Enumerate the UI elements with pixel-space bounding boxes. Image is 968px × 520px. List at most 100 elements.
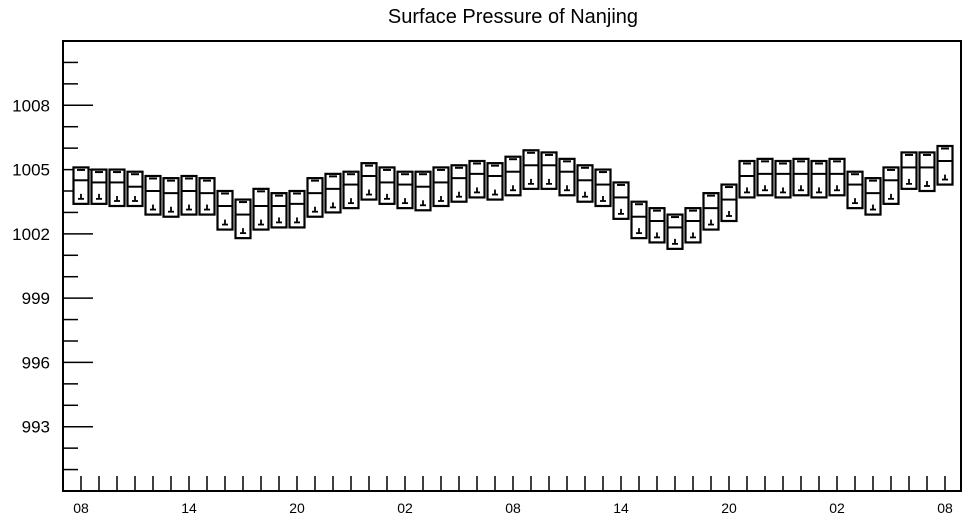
box-item <box>486 162 504 201</box>
y-tick-label: 1005 <box>12 161 50 180</box>
x-tick-label: 08 <box>937 500 953 516</box>
box-item <box>162 177 180 218</box>
box-body <box>738 159 756 199</box>
box-item <box>576 164 594 203</box>
box-item <box>360 162 378 201</box>
box-body <box>108 168 126 208</box>
box-item <box>324 172 342 214</box>
y-tick-label: 996 <box>22 353 50 372</box>
box-item <box>198 177 216 216</box>
box-body <box>378 166 396 205</box>
box-item <box>630 200 648 240</box>
box-body <box>414 170 432 212</box>
x-axis-labels: 08 14 20 02 08 14 20 02 08 <box>73 500 953 516</box>
box-item <box>756 157 774 197</box>
box-item <box>810 159 828 199</box>
box-body <box>522 149 540 190</box>
x-tick-label: 02 <box>829 500 845 516</box>
box-item <box>468 159 486 199</box>
y-tick-label: 993 <box>22 418 50 437</box>
x-tick-label: 02 <box>397 500 413 516</box>
box-item <box>432 166 450 208</box>
box-item <box>90 168 108 205</box>
box-item <box>684 207 702 244</box>
box-body <box>792 157 810 197</box>
box-item <box>396 170 414 210</box>
box-item <box>306 177 324 218</box>
x-tick-label: 20 <box>289 500 305 516</box>
box-body <box>288 189 306 229</box>
box-item <box>648 207 666 244</box>
box-item <box>900 151 918 190</box>
box-body <box>864 177 882 216</box>
x-tick-label: 08 <box>73 500 89 516</box>
x-tick-label: 20 <box>721 500 737 516</box>
box-item <box>846 170 864 210</box>
box-series <box>72 144 954 250</box>
box-item <box>936 144 954 186</box>
box-body <box>270 192 288 229</box>
box-body <box>558 157 576 197</box>
y-axis-ticks <box>63 61 93 471</box>
box-item <box>702 192 720 231</box>
box-body <box>126 170 144 208</box>
box-body <box>486 162 504 201</box>
box-item <box>414 170 432 212</box>
y-axis-labels: 993 996 999 1002 1005 1008 <box>12 96 50 436</box>
x-tick-label: 14 <box>613 500 629 516</box>
box-item <box>216 189 234 231</box>
box-body <box>90 168 108 205</box>
box-item <box>234 198 252 240</box>
box-body <box>846 170 864 210</box>
box-body <box>198 177 216 216</box>
box-body <box>450 164 468 203</box>
box-body <box>234 198 252 240</box>
box-body <box>702 192 720 231</box>
x-tick-label: 08 <box>505 500 521 516</box>
box-body <box>666 213 684 250</box>
box-item <box>720 183 738 223</box>
box-body <box>936 144 954 186</box>
box-item <box>738 159 756 199</box>
box-body <box>576 164 594 203</box>
chart-title: Surface Pressure of Nanjing <box>388 6 638 28</box>
box-item <box>828 157 846 197</box>
box-item <box>180 174 198 216</box>
box-body <box>72 166 90 205</box>
x-tick-label: 14 <box>181 500 197 516</box>
box-body <box>144 174 162 216</box>
box-item <box>612 181 630 220</box>
box-item <box>864 177 882 216</box>
box-body <box>504 155 522 197</box>
box-body <box>252 187 270 231</box>
box-body <box>432 166 450 208</box>
box-body <box>162 177 180 218</box>
box-body <box>540 151 558 190</box>
box-body <box>180 174 198 216</box>
box-body <box>648 207 666 244</box>
box-item <box>918 151 936 193</box>
box-body <box>684 207 702 244</box>
box-body <box>612 181 630 220</box>
box-item <box>270 192 288 229</box>
box-item <box>126 170 144 208</box>
box-body <box>216 189 234 231</box>
box-body <box>900 151 918 190</box>
box-item <box>450 164 468 203</box>
box-item <box>72 166 90 205</box>
box-item <box>666 213 684 250</box>
y-tick-label: 1002 <box>12 225 50 244</box>
y-tick-label: 1008 <box>12 96 50 115</box>
box-body <box>756 157 774 197</box>
box-item <box>540 151 558 190</box>
box-item <box>882 166 900 205</box>
box-item <box>522 149 540 190</box>
box-item <box>288 189 306 229</box>
box-body <box>774 159 792 199</box>
box-item <box>558 157 576 197</box>
plot-frame <box>62 40 962 492</box>
box-body <box>342 170 360 210</box>
box-item <box>594 168 612 208</box>
box-body <box>468 159 486 199</box>
